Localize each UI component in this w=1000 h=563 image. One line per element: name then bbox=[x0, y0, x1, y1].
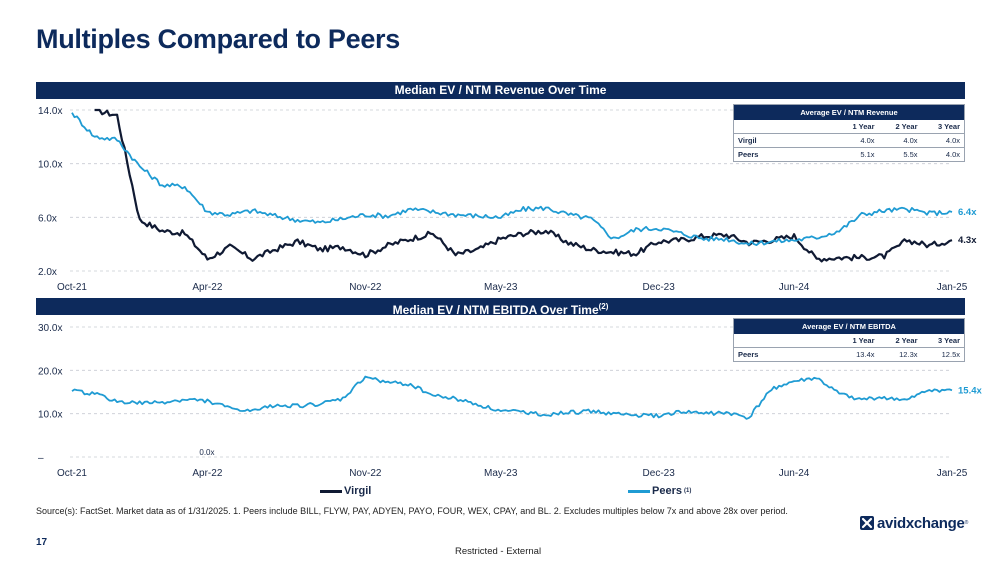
y-tick-label: – bbox=[38, 453, 44, 464]
end-value-label-virgil: 4.3x bbox=[958, 235, 977, 246]
classification-label: Restricted - External bbox=[455, 546, 542, 557]
x-tick-label: Nov-22 bbox=[349, 468, 382, 479]
source-footnote: Source(s): FactSet. Market data as of 1/… bbox=[36, 506, 788, 516]
table-cell: 4.0x bbox=[921, 133, 965, 148]
legend-item-virgil: Virgil bbox=[320, 484, 371, 498]
table-header: 3 Year bbox=[921, 120, 965, 134]
legend-label-virgil: Virgil bbox=[344, 485, 372, 497]
legend-swatch-virgil bbox=[320, 489, 342, 493]
logo-mark-icon bbox=[860, 516, 874, 530]
page-title: Multiples Compared to Peers bbox=[36, 24, 400, 54]
table-row-label: Virgil bbox=[733, 133, 836, 148]
annotation-label: 0.0x bbox=[199, 448, 214, 457]
table-header: 3 Year bbox=[921, 334, 965, 348]
x-tick-label: Dec-23 bbox=[643, 282, 676, 293]
table-header: 1 Year bbox=[835, 334, 879, 348]
x-tick-label: Oct-21 bbox=[57, 468, 87, 479]
x-tick-label: Nov-22 bbox=[349, 282, 382, 293]
table-cell: 4.0x bbox=[878, 133, 922, 148]
x-tick-label: Jun-24 bbox=[779, 468, 810, 479]
page-number: 17 bbox=[36, 537, 48, 548]
x-tick-label: May-23 bbox=[484, 468, 518, 479]
table-cell: 13.4x bbox=[835, 347, 879, 362]
x-tick-label: Apr-22 bbox=[192, 468, 222, 479]
y-tick-label: 14.0x bbox=[38, 106, 62, 117]
table-cell: 12.3x bbox=[878, 347, 922, 362]
chart-revenue-title: Median EV / NTM Revenue Over Time bbox=[36, 82, 965, 99]
series-line-virgil bbox=[94, 108, 953, 263]
avidxchange-logo: avidxchange ® bbox=[860, 514, 968, 532]
y-tick-label: 2.0x bbox=[38, 267, 57, 278]
series-line-peers bbox=[71, 112, 953, 246]
y-tick-label: 20.0x bbox=[38, 366, 62, 377]
table-row-label: Peers bbox=[733, 147, 836, 162]
ebitda-average-table: Average EV / NTM EBITDA 1 Year 2 Year 3 … bbox=[733, 318, 965, 362]
table-row: Peers 13.4x 12.3x 12.5x bbox=[733, 347, 965, 362]
chart-revenue-title-text: Median EV / NTM Revenue Over Time bbox=[394, 83, 607, 97]
table-header: 2 Year bbox=[878, 120, 922, 134]
revenue-average-table: Average EV / NTM Revenue 1 Year 2 Year 3… bbox=[733, 104, 965, 162]
chart-ebitda-title-note: (2) bbox=[598, 302, 609, 311]
table-header-blank bbox=[733, 120, 836, 134]
legend-item-peers: Peers (1) bbox=[628, 484, 691, 498]
table-cell: 5.1x bbox=[835, 147, 879, 162]
end-value-label-peers: 6.4x bbox=[958, 207, 977, 218]
series-line-peers bbox=[71, 375, 953, 420]
table-header: 1 Year bbox=[835, 120, 879, 134]
legend-peers-note: (1) bbox=[683, 488, 692, 494]
end-value-label-peers: 15.4x bbox=[958, 385, 982, 396]
logo-trademark: ® bbox=[964, 520, 969, 526]
table-row: Virgil 4.0x 4.0x 4.0x bbox=[733, 133, 965, 148]
table-row-label: Peers bbox=[733, 347, 836, 362]
chart-ebitda: 30.0x 20.0x 10.0x – Oct-21 Apr-22 Nov-22 May-23… bbox=[38, 323, 982, 479]
legend-swatch-peers bbox=[628, 489, 650, 493]
x-tick-label: May-23 bbox=[484, 282, 518, 293]
x-tick-label: Oct-21 bbox=[57, 282, 87, 293]
legend-label-peers: Peers bbox=[652, 485, 682, 497]
table-cell: 12.5x bbox=[921, 347, 965, 362]
y-tick-label: 10.0x bbox=[38, 410, 62, 421]
chart-ebitda-title: Median EV / NTM EBITDA Over Time(2) bbox=[36, 298, 965, 317]
chart-ebitda-title-text: Median EV / NTM EBITDA Over Time bbox=[392, 303, 599, 317]
x-tick-label: Jan-25 bbox=[937, 468, 968, 479]
table-cell: 4.0x bbox=[921, 147, 965, 162]
table-header-blank bbox=[733, 334, 836, 348]
x-tick-label: Jun-24 bbox=[779, 282, 810, 293]
table-cell: 4.0x bbox=[835, 133, 879, 148]
x-tick-label: Apr-22 bbox=[192, 282, 222, 293]
y-tick-label: 10.0x bbox=[38, 160, 62, 171]
logo-text: avidxchange bbox=[877, 514, 965, 532]
table-header: 2 Year bbox=[878, 334, 922, 348]
table-caption: Average EV / NTM EBITDA bbox=[733, 318, 965, 334]
table-caption: Average EV / NTM Revenue bbox=[733, 104, 965, 120]
y-tick-label: 6.0x bbox=[38, 213, 57, 224]
y-tick-label: 30.0x bbox=[38, 323, 62, 334]
table-cell: 5.5x bbox=[878, 147, 922, 162]
x-tick-label: Jan-25 bbox=[937, 282, 968, 293]
x-tick-label: Dec-23 bbox=[643, 468, 676, 479]
table-row: Peers 5.1x 5.5x 4.0x bbox=[733, 147, 965, 162]
